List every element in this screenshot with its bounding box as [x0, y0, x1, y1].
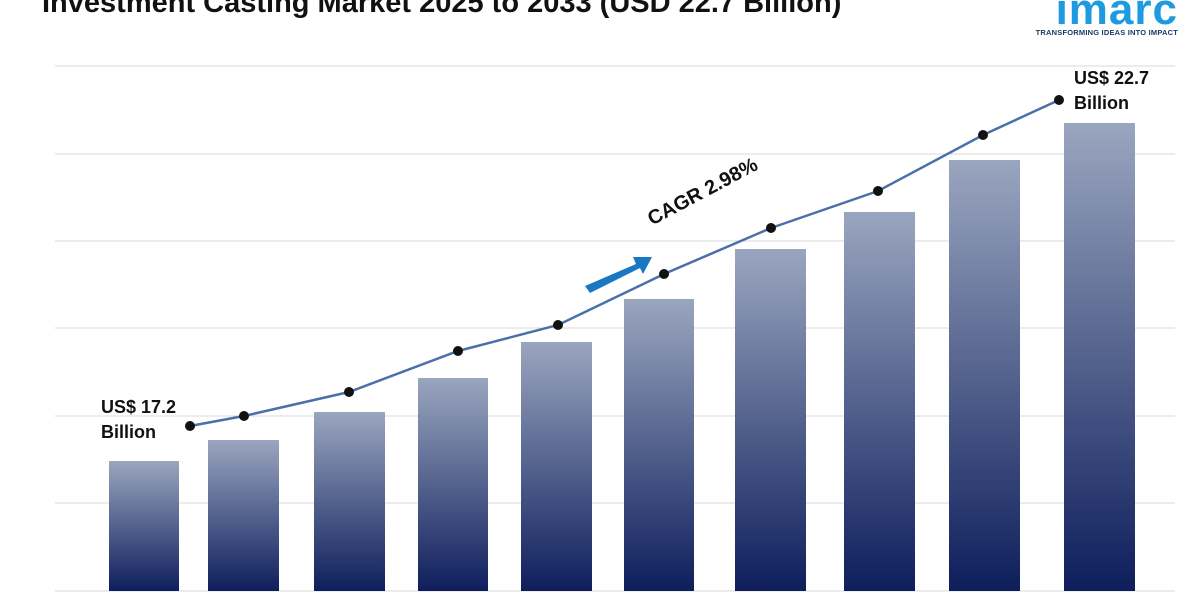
logo-tagline: TRANSFORMING IDEAS INTO IMPACT	[1035, 28, 1178, 37]
end-unit: Billion	[1074, 93, 1129, 113]
trend-line	[185, 95, 1064, 431]
start-value-label: US$ 17.2 Billion	[101, 395, 176, 445]
end-value-label: US$ 22.7 Billion	[1074, 66, 1149, 116]
trend-point	[766, 223, 776, 233]
bar	[208, 440, 279, 591]
trend-line-path	[189, 98, 1060, 428]
trend-point	[873, 186, 883, 196]
cagr-arrow-icon	[585, 257, 652, 293]
trend-point	[344, 387, 354, 397]
end-value: US$ 22.7	[1074, 68, 1150, 88]
logo-wordmark: imarc	[1055, 0, 1178, 34]
bar	[314, 412, 385, 591]
trend-point	[978, 130, 988, 140]
trend-point	[239, 411, 249, 421]
bar	[109, 461, 179, 591]
trend-point	[659, 269, 669, 279]
bar	[418, 378, 488, 591]
bar	[1064, 123, 1135, 591]
imarc-logo: imarc TRANSFORMING IDEAS INTO IMPACT	[1018, 0, 1178, 40]
trend-point	[453, 346, 463, 356]
trend-point	[185, 421, 195, 431]
bar	[735, 249, 806, 591]
start-unit: Billion	[101, 422, 156, 442]
chart-title: Investment Casting Market 2025 to 2033 (…	[42, 0, 842, 19]
start-value: US$ 17.2	[101, 397, 177, 417]
trend-point	[1054, 95, 1064, 105]
bar	[949, 160, 1020, 591]
bar	[844, 212, 915, 591]
bar	[624, 299, 694, 591]
bar	[521, 342, 592, 591]
bars	[109, 123, 1135, 591]
trend-point	[553, 320, 563, 330]
